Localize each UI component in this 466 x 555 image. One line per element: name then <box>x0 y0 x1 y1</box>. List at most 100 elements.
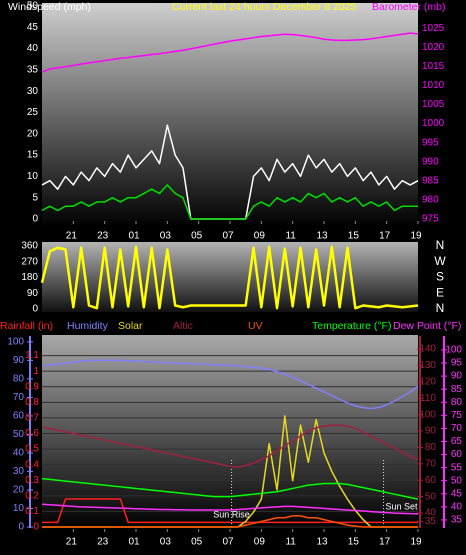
y-tick-label: 60 <box>425 475 437 486</box>
x-tick-label: 11 <box>285 231 296 242</box>
y-tick-label: 0 <box>33 522 39 533</box>
y-tick-label: 50 <box>13 429 25 440</box>
y-tick-label: 80 <box>13 374 25 385</box>
y-tick-label: 360 <box>21 241 38 252</box>
y-tick-label: 100 <box>445 345 462 356</box>
y-tick-label: W <box>434 254 446 268</box>
y-tick-label: 70 <box>13 392 25 403</box>
x-tick-label: 01 <box>128 537 140 548</box>
x-tick-label: 03 <box>160 537 172 548</box>
y-tick-label: S <box>436 270 444 284</box>
y-tick-label: 30 <box>27 86 39 97</box>
y-tick-label: 65 <box>451 436 463 447</box>
legend-label: Rainfall (in) <box>0 320 53 332</box>
y-tick-label: 70 <box>425 458 437 469</box>
x-tick-label: 21 <box>66 537 78 548</box>
x-tick-label: 19 <box>410 231 422 242</box>
y-tick-label: 180 <box>21 272 38 283</box>
series-line <box>41 424 419 468</box>
y-tick-label: 20 <box>13 485 25 496</box>
x-tick-label: 15 <box>348 537 360 548</box>
y-tick-label: 80 <box>451 397 463 408</box>
legend-label: Altic <box>173 320 193 332</box>
series-line <box>42 498 418 524</box>
y-tick-label: 60 <box>13 411 25 422</box>
x-tick-label: 23 <box>97 231 109 242</box>
y-tick-label: 20 <box>27 128 39 139</box>
legend-label: Humidity <box>67 320 109 332</box>
y-tick-label: 1025 <box>422 23 445 34</box>
y-tick-label: 85 <box>451 384 463 395</box>
y-tick-label: 0.2 <box>25 490 39 501</box>
x-tick-label: 05 <box>191 231 203 242</box>
y-tick-label: 0.9 <box>25 381 39 392</box>
x-tick-label: 15 <box>348 231 360 242</box>
x-tick-label: 13 <box>316 231 328 242</box>
series-line <box>41 503 419 515</box>
y-tick-label: 55 <box>451 462 463 473</box>
x-tick-label: 01 <box>128 231 140 242</box>
y-tick-label: 110 <box>420 393 436 404</box>
y-tick-label: 975 <box>422 214 439 225</box>
legend-label: Solar <box>118 320 143 332</box>
series-line <box>41 359 419 410</box>
y-tick-label: 70 <box>451 423 463 434</box>
x-tick-label: 11 <box>285 537 296 548</box>
y-tick-label: 90 <box>425 426 437 437</box>
x-tick-label: 13 <box>316 537 328 548</box>
y-tick-label: N <box>436 301 445 315</box>
y-tick-label: 1.1 <box>25 350 39 361</box>
y-tick-label: E <box>436 285 444 299</box>
series-line <box>42 515 418 528</box>
y-tick-label: 10 <box>13 503 25 514</box>
header-label: Windspeed (mph) <box>8 1 91 13</box>
y-tick-label: 35 <box>425 516 437 527</box>
y-tick-label: 1000 <box>422 118 445 129</box>
y-tick-label: 75 <box>451 410 463 421</box>
x-tick-label: 17 <box>379 231 391 242</box>
x-tick-label: 09 <box>254 537 266 548</box>
y-tick-label: 0.6 <box>25 428 39 439</box>
y-tick-label: 25 <box>27 107 39 118</box>
series-line <box>41 32 419 73</box>
x-tick-label: 19 <box>410 537 422 548</box>
legend-label: Temperature (°F) <box>312 320 391 332</box>
y-tick-label: 90 <box>27 288 39 299</box>
y-tick-label: 980 <box>422 195 439 206</box>
y-tick-label: 40 <box>13 448 25 459</box>
y-tick-label: 40 <box>27 43 39 54</box>
annotation: Sun Rise <box>213 509 250 519</box>
y-tick-label: 40 <box>425 508 437 519</box>
header-label: Barometer (mb) <box>372 1 446 13</box>
y-tick-label: 140 <box>419 344 436 355</box>
y-tick-label: 45 <box>451 488 463 499</box>
y-tick-label: 0 <box>32 214 38 225</box>
y-tick-label: 1020 <box>422 42 445 53</box>
y-tick-label: 95 <box>451 358 463 369</box>
y-tick-label: 100 <box>7 336 24 347</box>
y-tick-label: 0.3 <box>25 475 39 486</box>
annotation: Sun Set <box>386 501 419 511</box>
y-tick-label: 35 <box>451 515 463 526</box>
y-tick-label: 1 <box>33 366 39 377</box>
y-tick-label: 100 <box>419 409 436 420</box>
y-tick-label: 80 <box>425 442 437 453</box>
y-tick-label: 120 <box>419 376 436 387</box>
y-tick-label: 45 <box>27 22 39 33</box>
y-tick-label: N <box>436 238 445 252</box>
legend-label: UV <box>248 320 263 332</box>
y-tick-label: 10 <box>27 171 39 182</box>
series-line <box>40 245 419 310</box>
plot-background <box>42 3 418 227</box>
x-tick-label: 21 <box>66 231 78 242</box>
y-tick-label: 0.7 <box>25 413 39 424</box>
x-tick-label: 07 <box>222 231 234 242</box>
legend-label: Dew Point (°F) <box>393 320 461 332</box>
y-tick-label: 30 <box>13 466 25 477</box>
y-tick-label: 270 <box>21 256 38 267</box>
y-tick-label: 990 <box>422 156 439 167</box>
y-tick-label: 1010 <box>422 80 445 91</box>
x-tick-label: 05 <box>191 537 203 548</box>
y-tick-label: 35 <box>27 65 39 76</box>
